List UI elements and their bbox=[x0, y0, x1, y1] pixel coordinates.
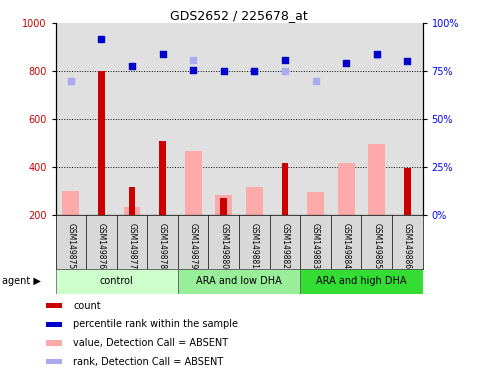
Bar bbox=[307, 192, 324, 215]
Bar bbox=[282, 164, 288, 215]
Text: GSM149877: GSM149877 bbox=[128, 223, 137, 269]
Text: GSM149880: GSM149880 bbox=[219, 223, 228, 269]
Text: control: control bbox=[100, 276, 134, 286]
Bar bbox=[220, 198, 227, 215]
Bar bbox=[300, 269, 423, 294]
Point bbox=[373, 52, 381, 58]
Text: GSM149881: GSM149881 bbox=[250, 223, 259, 269]
Text: GSM149883: GSM149883 bbox=[311, 223, 320, 269]
Point bbox=[342, 60, 350, 66]
Text: GSM149875: GSM149875 bbox=[66, 223, 75, 269]
Point bbox=[128, 63, 136, 70]
Point bbox=[189, 57, 197, 63]
Point bbox=[251, 68, 258, 74]
Text: GSM149885: GSM149885 bbox=[372, 223, 381, 269]
Point bbox=[159, 51, 167, 57]
Text: value, Detection Call = ABSENT: value, Detection Call = ABSENT bbox=[73, 338, 228, 348]
Text: GSM149878: GSM149878 bbox=[158, 223, 167, 269]
Bar bbox=[62, 191, 79, 215]
Text: ARA and low DHA: ARA and low DHA bbox=[196, 276, 282, 286]
Text: percentile rank within the sample: percentile rank within the sample bbox=[73, 319, 238, 329]
Text: rank, Detection Call = ABSENT: rank, Detection Call = ABSENT bbox=[73, 357, 223, 367]
Point bbox=[67, 78, 75, 84]
Bar bbox=[178, 269, 300, 294]
Bar bbox=[46, 341, 62, 346]
Bar bbox=[338, 164, 355, 215]
Bar bbox=[404, 168, 411, 215]
Text: GSM149879: GSM149879 bbox=[189, 223, 198, 269]
Text: agent ▶: agent ▶ bbox=[2, 276, 41, 286]
Point bbox=[251, 68, 258, 74]
Bar bbox=[56, 269, 178, 294]
Text: GSM149886: GSM149886 bbox=[403, 223, 412, 269]
Point bbox=[189, 67, 197, 73]
Bar bbox=[128, 187, 135, 215]
Text: GSM149884: GSM149884 bbox=[341, 223, 351, 269]
Point bbox=[98, 36, 105, 42]
Bar bbox=[369, 144, 385, 215]
Point bbox=[281, 68, 289, 74]
Text: count: count bbox=[73, 301, 100, 311]
Point bbox=[373, 51, 381, 57]
Bar bbox=[46, 322, 62, 327]
Point bbox=[312, 78, 319, 84]
Bar bbox=[215, 195, 232, 215]
Bar bbox=[98, 71, 105, 215]
Text: GSM149876: GSM149876 bbox=[97, 223, 106, 269]
Title: GDS2652 / 225678_at: GDS2652 / 225678_at bbox=[170, 9, 308, 22]
Point bbox=[281, 57, 289, 63]
Bar bbox=[46, 303, 62, 308]
Bar bbox=[185, 151, 201, 215]
Bar bbox=[46, 359, 62, 364]
Point bbox=[403, 58, 411, 65]
Text: GSM149882: GSM149882 bbox=[281, 223, 289, 269]
Point bbox=[220, 68, 227, 74]
Bar bbox=[124, 207, 141, 215]
Bar bbox=[159, 141, 166, 215]
Bar bbox=[246, 187, 263, 215]
Text: ARA and high DHA: ARA and high DHA bbox=[316, 276, 407, 286]
